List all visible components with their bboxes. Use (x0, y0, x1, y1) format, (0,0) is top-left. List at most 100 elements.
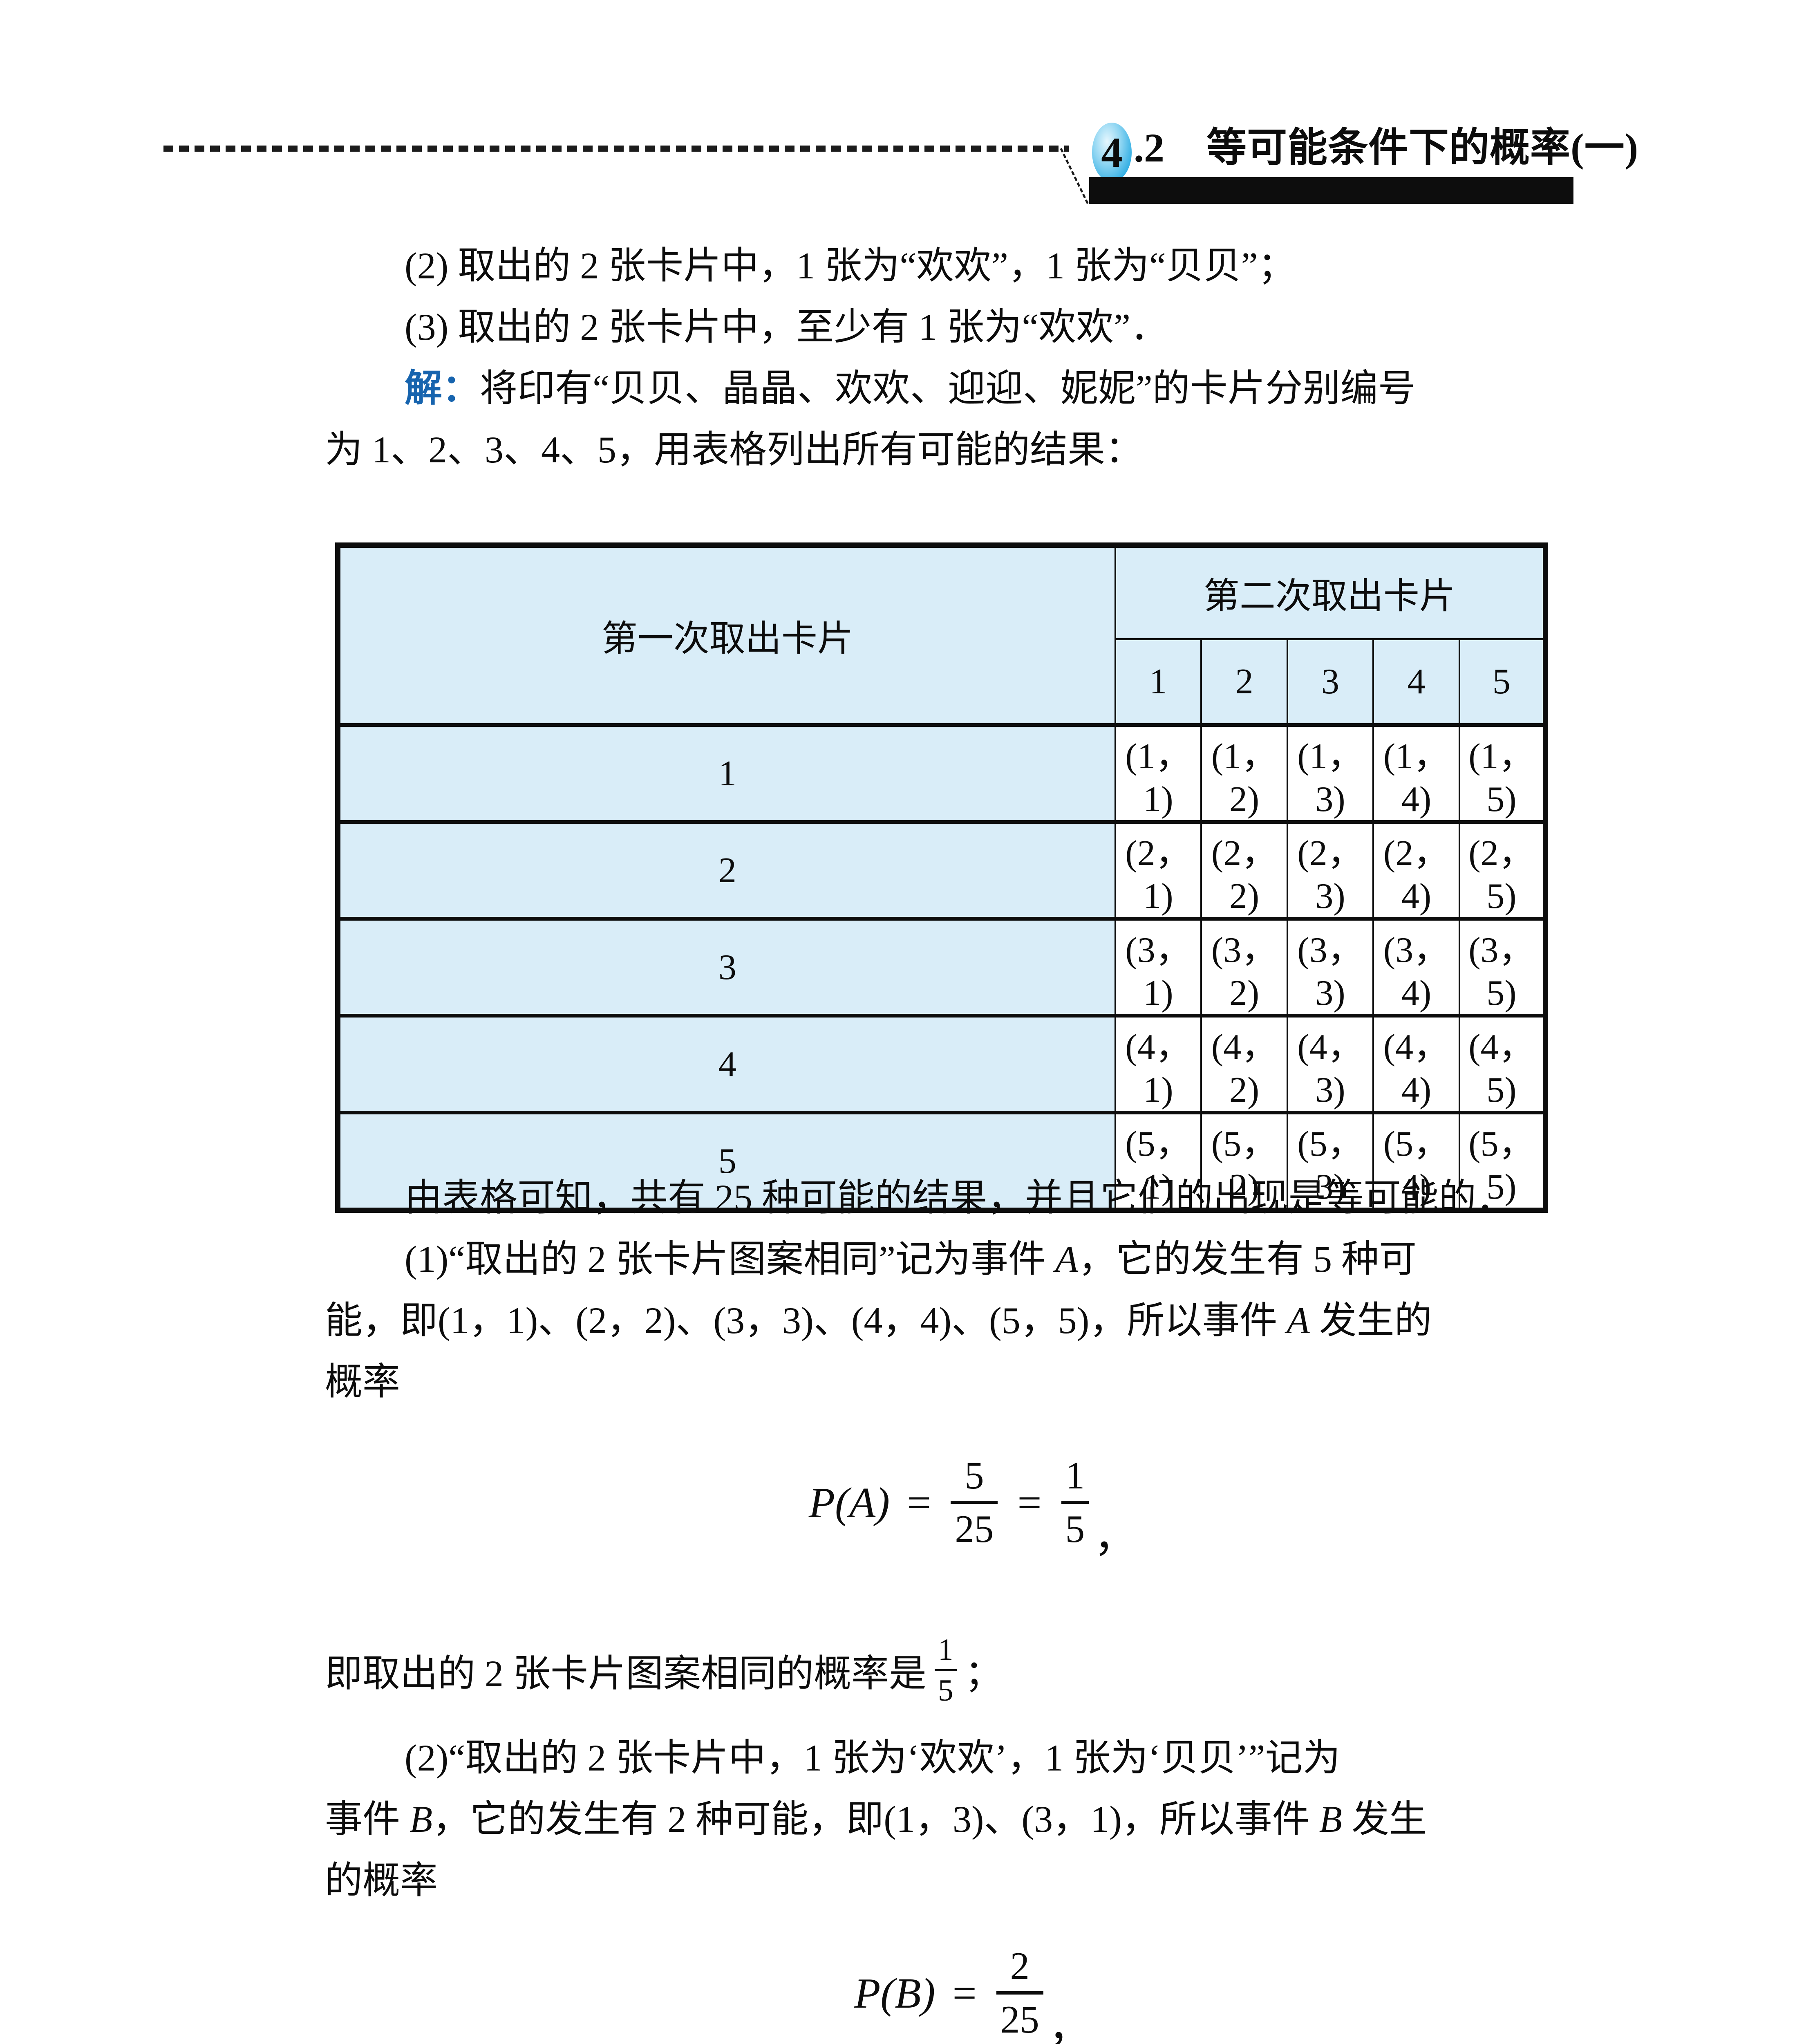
table-first-draw-header: 第一次取出卡片 (337, 543, 1116, 726)
part2-line-3: 的概率 (325, 1860, 438, 1901)
fraction: 1 5 (1059, 1456, 1092, 1549)
outcome-cell: (3，4) (1372, 917, 1460, 1018)
part1-text: 能，即(1，1)、(2，2)、(3，3)、(4，4)、(5，5)，所以事件 (325, 1300, 1287, 1341)
outcome-cell: (4，5) (1458, 1014, 1546, 1114)
outcomes-table: 第一次取出卡片 第二次取出卡片 1 2 3 4 5 1 (1，1) (1，2) … (335, 542, 1548, 1213)
part1-text: ，它的发生有 5 种可 (1078, 1238, 1417, 1280)
part1-text: (1)“取出的 2 张卡片图案相同”记为事件 (405, 1238, 1055, 1280)
part1-line-3: 概率 (325, 1361, 401, 1403)
event-variable: A (849, 1478, 876, 1526)
fraction: 1 5 (932, 1634, 959, 1706)
result-a-line: 即取出的 2 张卡片图案相同的概率是 1 5 ； (325, 1623, 1003, 1717)
outcome-cell: (2，1) (1114, 820, 1202, 921)
outcome-cell: (1，3) (1286, 723, 1374, 824)
part2-line-1: (2)“取出的 2 张卡片中，1 张为‘欢欢’，1 张为‘贝贝’”记为 (405, 1737, 1341, 1779)
row-label: 1 (337, 723, 1116, 824)
section-suffix: .2 (1134, 125, 1164, 170)
row-label: 4 (337, 1014, 1116, 1114)
comma: ， (1094, 1513, 1137, 1561)
outcome-cell: (3，5) (1458, 917, 1546, 1018)
fraction-denominator: 25 (1000, 1998, 1039, 2041)
outcome-cell: (4，3) (1286, 1014, 1374, 1114)
left-paren: ( (835, 1478, 850, 1526)
comma: ， (1048, 2004, 1091, 2044)
problem-item-3: (3) 取出的 2 张卡片中，至少有 1 张为“欢欢”． (405, 306, 1168, 348)
part2-text: 发生 (1342, 1798, 1427, 1840)
equals-sign: = (1017, 1478, 1042, 1526)
analysis-summary: 由表格可知，共有 25 种可能的结果，并且它们的出现是等可能的． (405, 1177, 1514, 1219)
event-variable: A (1055, 1238, 1079, 1280)
page-title: 等可能条件下的概率(一) (1206, 126, 1639, 170)
outcome-cell: (2，3) (1286, 820, 1374, 921)
table-col-label: 2 (1200, 638, 1288, 727)
event-variable: B (1319, 1798, 1342, 1840)
outcome-cell: (4，1) (1114, 1014, 1202, 1114)
row-label: 5 (337, 1111, 1116, 1212)
result-a-text: 即取出的 2 张卡片图案相同的概率是 (325, 1652, 927, 1694)
outcome-cell: (1，5) (1458, 723, 1546, 824)
fraction-bar (996, 1991, 1043, 1995)
event-variable: A (1287, 1300, 1310, 1341)
outcome-cell: (3，1) (1114, 917, 1202, 1018)
fraction-bar (935, 1669, 957, 1671)
table-row: 2 (2，1) (2，2) (2，3) (2，4) (2，5) (337, 820, 1546, 921)
solution-intro-line-2: 为 1、2、3、4、5，用表格列出所有可能的结果： (325, 429, 1143, 471)
solution-intro-line-1: 解：将印有“贝贝、晶晶、欢欢、迎迎、妮妮”的卡片分别编号 (405, 358, 1416, 419)
left-paren: ( (880, 1969, 895, 2017)
formula-probability-a: P(A) = 5 25 = 1 5 ， (325, 1427, 1620, 1578)
probability-function: P (808, 1478, 835, 1526)
fraction-denominator: 25 (955, 1507, 994, 1551)
outcome-cell: (4，2) (1200, 1014, 1288, 1114)
fraction-numerator: 2 (1010, 1944, 1029, 1988)
fraction-bar (1061, 1501, 1089, 1504)
section-number: 4 (1101, 128, 1123, 176)
equals-sign: = (952, 1969, 977, 2017)
solution-intro-text-1: 将印有“贝贝、晶晶、欢欢、迎迎、妮妮”的卡片分别编号 (480, 368, 1416, 409)
table-row: 1 (1，1) (1，2) (1，3) (1，4) (1，5) (337, 723, 1546, 824)
fraction: 5 25 (948, 1456, 1000, 1549)
outcome-cell: (2，4) (1372, 820, 1460, 921)
fraction-denominator: 5 (938, 1673, 953, 1708)
table-col-label: 3 (1286, 638, 1374, 727)
result-a-punct: ； (965, 1652, 1003, 1694)
equals-sign: = (907, 1478, 931, 1526)
part2-text: 事件 (325, 1798, 410, 1840)
outcome-cell: (3，3) (1286, 917, 1374, 1018)
table-col-label: 4 (1372, 638, 1460, 727)
header-dashed-rule (163, 146, 1069, 152)
outcome-cell: (5，5) (1458, 1111, 1546, 1212)
solution-label: 解： (405, 368, 480, 409)
outcome-cell: (2，5) (1458, 820, 1546, 921)
right-paren: ) (921, 1969, 935, 2017)
probability-function: P (854, 1969, 881, 2017)
right-paren: ) (875, 1478, 890, 1526)
header-tail-line (1060, 148, 1089, 204)
outcome-cell: (1，4) (1372, 723, 1460, 824)
table-col-label: 1 (1114, 638, 1202, 727)
event-variable: B (895, 1969, 921, 2017)
event-variable: B (410, 1798, 433, 1840)
part2-line-2: 事件 B，它的发生有 2 种可能，即(1，3)、(3，1)，所以事件 B 发生 (325, 1788, 1427, 1850)
fraction: 2 25 (994, 1947, 1046, 2039)
outcome-cell: (5，2) (1200, 1111, 1288, 1212)
fraction-bar (951, 1501, 998, 1504)
table-second-draw-header: 第二次取出卡片 (1114, 543, 1546, 640)
table-col-label: 5 (1458, 638, 1546, 727)
row-label: 2 (337, 820, 1116, 921)
header-underline-bar (1089, 177, 1573, 204)
outcome-cell: (5，4) (1372, 1111, 1460, 1212)
table-row: 4 (4，1) (4，2) (4，3) (4，4) (4，5) (337, 1014, 1546, 1114)
outcome-cell: (4，4) (1372, 1014, 1460, 1114)
problem-item-2: (2) 取出的 2 张卡片中，1 张为“欢欢”，1 张为“贝贝”； (405, 245, 1296, 287)
fraction-numerator: 5 (965, 1454, 984, 1497)
part2-text: ，它的发生有 2 种可能，即(1，3)、(3，1)，所以事件 (432, 1798, 1319, 1840)
section-number-badge: 4 (1092, 123, 1132, 182)
part1-line-2: 能，即(1，1)、(2，2)、(3，3)、(4，4)、(5，5)，所以事件 A … (325, 1290, 1432, 1351)
outcome-cell: (5，1) (1114, 1111, 1202, 1212)
part1-text: 发生的 (1309, 1300, 1432, 1341)
fraction-numerator: 1 (938, 1632, 953, 1667)
row-label: 3 (337, 917, 1116, 1018)
outcome-cell: (1，1) (1114, 723, 1202, 824)
part1-line-1: (1)“取出的 2 张卡片图案相同”记为事件 A，它的发生有 5 种可 (405, 1228, 1417, 1290)
